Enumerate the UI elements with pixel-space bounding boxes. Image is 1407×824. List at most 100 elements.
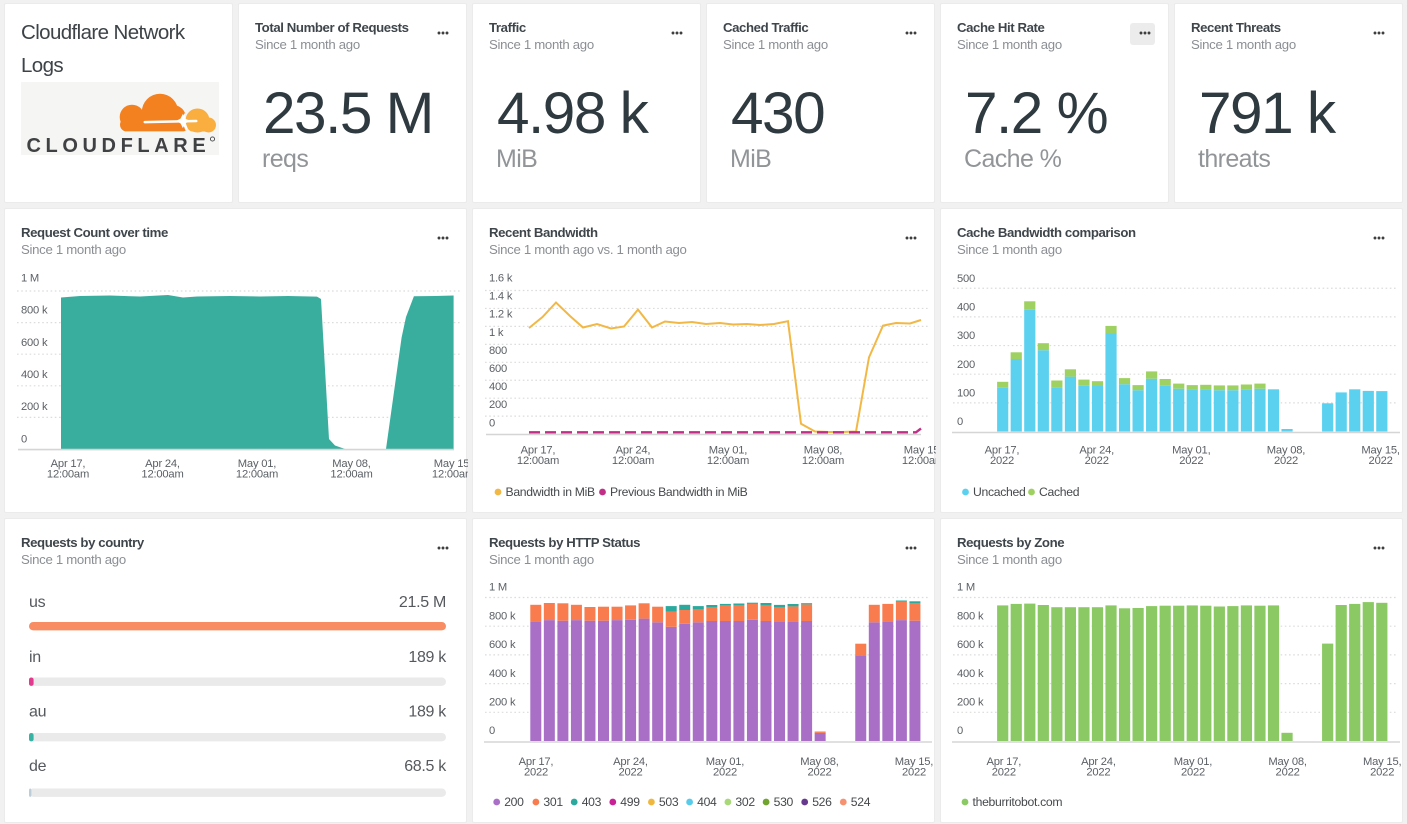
- svg-text:May 15,: May 15,: [895, 756, 933, 768]
- svg-text:12:00am: 12:00am: [432, 469, 468, 481]
- svg-text:Apr 17,: Apr 17,: [985, 445, 1020, 457]
- svg-text:2022: 2022: [1370, 767, 1394, 779]
- svg-text:Bandwidth in MiB: Bandwidth in MiB: [506, 485, 596, 499]
- svg-text:600 k: 600 k: [489, 639, 516, 651]
- svg-text:600 k: 600 k: [957, 639, 984, 651]
- svg-text:2022: 2022: [713, 767, 737, 779]
- svg-text:12:00am: 12:00am: [802, 455, 844, 467]
- svg-text:21.5 M: 21.5 M: [399, 594, 446, 611]
- svg-text:2022: 2022: [1086, 767, 1110, 779]
- svg-text:0: 0: [957, 416, 963, 428]
- svg-text:200: 200: [957, 359, 975, 371]
- svg-text:400: 400: [957, 301, 975, 313]
- svg-text:May 15,: May 15,: [904, 445, 936, 457]
- svg-text:May 15,: May 15,: [1361, 445, 1399, 457]
- svg-text:May 08,: May 08,: [1267, 445, 1305, 457]
- svg-text:301: 301: [543, 795, 563, 809]
- svg-text:May 15,: May 15,: [1363, 756, 1401, 768]
- svg-text:May 15,: May 15,: [434, 458, 468, 470]
- svg-text:1 k: 1 k: [489, 327, 504, 339]
- svg-text:400: 400: [489, 381, 507, 393]
- svg-text:2022: 2022: [807, 767, 831, 779]
- svg-text:Uncached: Uncached: [973, 485, 1025, 499]
- svg-text:503: 503: [659, 795, 679, 809]
- svg-text:800: 800: [489, 345, 507, 357]
- svg-text:404: 404: [697, 795, 717, 809]
- svg-text:12:00am: 12:00am: [517, 455, 559, 467]
- svg-text:0: 0: [489, 417, 495, 429]
- svg-text:2022: 2022: [902, 767, 926, 779]
- svg-text:2022: 2022: [992, 767, 1016, 779]
- svg-text:Apr 24,: Apr 24,: [145, 458, 180, 470]
- svg-text:100: 100: [957, 387, 975, 399]
- svg-text:530: 530: [774, 795, 794, 809]
- svg-text:May 08,: May 08,: [332, 458, 370, 470]
- svg-text:526: 526: [812, 795, 832, 809]
- svg-text:400 k: 400 k: [957, 668, 984, 680]
- svg-text:12:00am: 12:00am: [612, 455, 654, 467]
- svg-text:12:00am: 12:00am: [47, 469, 89, 481]
- svg-text:May 08,: May 08,: [804, 445, 842, 457]
- svg-text:theburritobot.com: theburritobot.com: [973, 795, 1063, 809]
- svg-text:2022: 2022: [1276, 767, 1300, 779]
- svg-text:524: 524: [851, 795, 871, 809]
- svg-text:May 01,: May 01,: [1172, 445, 1210, 457]
- svg-text:200: 200: [504, 795, 524, 809]
- svg-text:2022: 2022: [1179, 455, 1203, 467]
- svg-text:de: de: [29, 758, 47, 775]
- svg-text:Apr 24,: Apr 24,: [1081, 756, 1116, 768]
- svg-text:600 k: 600 k: [21, 337, 48, 349]
- svg-text:0: 0: [489, 725, 495, 737]
- svg-text:1.4 k: 1.4 k: [489, 291, 513, 303]
- svg-text:400 k: 400 k: [21, 369, 48, 381]
- svg-text:403: 403: [582, 795, 602, 809]
- svg-text:Previous Bandwidth in MiB: Previous Bandwidth in MiB: [610, 485, 748, 499]
- svg-text:12:00am: 12:00am: [141, 469, 183, 481]
- svg-text:0: 0: [21, 433, 27, 445]
- svg-text:1.6 k: 1.6 k: [489, 273, 513, 285]
- svg-text:2022: 2022: [1369, 455, 1393, 467]
- svg-text:CLOUDFLARE: CLOUDFLARE: [27, 135, 211, 155]
- svg-text:1 M: 1 M: [21, 273, 39, 285]
- svg-text:189 k: 189 k: [408, 649, 447, 666]
- svg-text:Apr 17,: Apr 17,: [521, 445, 556, 457]
- svg-text:12:00am: 12:00am: [707, 455, 749, 467]
- svg-text:Apr 17,: Apr 17,: [519, 756, 554, 768]
- svg-text:200 k: 200 k: [21, 401, 48, 413]
- svg-text:12:00am: 12:00am: [902, 455, 936, 467]
- svg-text:200 k: 200 k: [957, 697, 984, 709]
- svg-text:May 01,: May 01,: [238, 458, 276, 470]
- svg-text:in: in: [29, 649, 41, 666]
- svg-text:2022: 2022: [618, 767, 642, 779]
- svg-text:2022: 2022: [1274, 455, 1298, 467]
- svg-text:2022: 2022: [1181, 767, 1205, 779]
- svg-text:2022: 2022: [1085, 455, 1109, 467]
- svg-text:1 M: 1 M: [489, 582, 507, 594]
- svg-text:2022: 2022: [990, 455, 1014, 467]
- svg-text:800 k: 800 k: [957, 610, 984, 622]
- svg-text:0: 0: [957, 725, 963, 737]
- svg-text:12:00am: 12:00am: [330, 469, 372, 481]
- svg-text:May 01,: May 01,: [1174, 756, 1212, 768]
- svg-text:Apr 24,: Apr 24,: [616, 445, 651, 457]
- svg-text:800 k: 800 k: [489, 610, 516, 622]
- svg-text:Apr 24,: Apr 24,: [1079, 445, 1114, 457]
- svg-text:May 08,: May 08,: [800, 756, 838, 768]
- svg-text:300: 300: [957, 330, 975, 342]
- svg-text:Apr 24,: Apr 24,: [613, 756, 648, 768]
- svg-text:302: 302: [735, 795, 755, 809]
- svg-text:Cached: Cached: [1039, 485, 1079, 499]
- svg-text:May 01,: May 01,: [709, 445, 747, 457]
- svg-text:2022: 2022: [524, 767, 548, 779]
- svg-text:1.2 k: 1.2 k: [489, 309, 513, 321]
- svg-text:200 k: 200 k: [489, 697, 516, 709]
- svg-text:68.5 k: 68.5 k: [404, 758, 447, 775]
- svg-text:us: us: [29, 594, 46, 611]
- svg-text:May 08,: May 08,: [1268, 756, 1306, 768]
- svg-text:Apr 17,: Apr 17,: [986, 756, 1021, 768]
- svg-text:499: 499: [620, 795, 640, 809]
- svg-text:May 01,: May 01,: [706, 756, 744, 768]
- svg-text:au: au: [29, 704, 46, 721]
- svg-text:1 M: 1 M: [957, 582, 975, 594]
- svg-text:Apr 17,: Apr 17,: [51, 458, 86, 470]
